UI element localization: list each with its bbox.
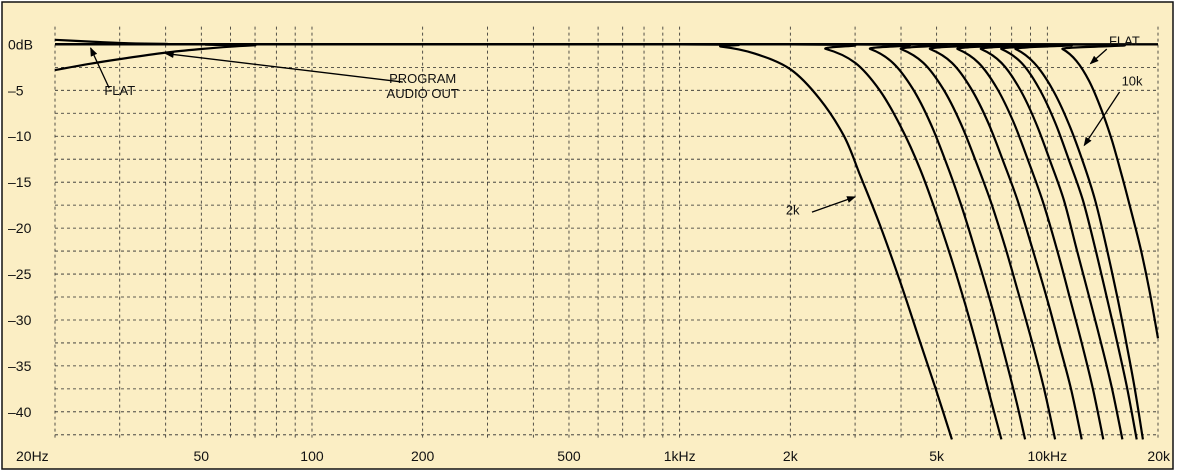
- y-tick-label: –15: [8, 174, 32, 190]
- annotation-program: PROGRAM AUDIO OUT: [387, 71, 459, 101]
- y-tick-label: 0dB: [8, 36, 33, 52]
- x-tick-label: 1kHz: [664, 448, 696, 464]
- y-tick-label-bg: [6, 81, 36, 99]
- annotations: FLAT PROGRAM AUDIO OUT FLAT 10k 2k: [90, 33, 1143, 217]
- x-tick-label: 20Hz: [16, 448, 49, 464]
- y-tick-label: –20: [8, 220, 32, 236]
- y-tick-label-bg: [6, 127, 46, 145]
- y-tick-label: –25: [8, 266, 32, 282]
- annotation-flat-high: FLAT: [1109, 33, 1140, 48]
- x-tick-label: 5k: [929, 448, 945, 464]
- annotation-arrow-10k: [1083, 91, 1121, 147]
- x-tick-label: 10kHz: [1027, 448, 1067, 464]
- y-tick-label-bg: [6, 265, 46, 283]
- x-axis-ticks: 20Hz 50 100 200 500 1kHz 2k 5k 10kHz 20k: [16, 448, 1171, 464]
- x-tick-label: 20k: [1147, 448, 1171, 464]
- y-tick-label-bg: [6, 219, 46, 237]
- annotation-arrow-flat-high: [1089, 48, 1108, 65]
- x-tick-label: 200: [411, 448, 435, 464]
- annotation-flat-low: FLAT: [104, 83, 135, 98]
- annotation-arrow-2k: [811, 196, 857, 213]
- x-tick-label: 2k: [783, 448, 799, 464]
- y-tick-label: –5: [8, 82, 24, 98]
- grid-lines: [54, 26, 1159, 439]
- response-curves: [54, 38, 1160, 440]
- y-axis-ticks: 0dB –5 –10 –15 –20 –25 –30 –35 –40: [6, 35, 46, 420]
- series-line-12: [54, 42, 1160, 339]
- y-tick-label: –30: [8, 312, 32, 328]
- y-tick-label-bg: [6, 310, 46, 328]
- x-tick-label: 100: [300, 448, 324, 464]
- x-tick-label: 50: [194, 448, 210, 464]
- annotation-2k: 2k: [786, 202, 800, 217]
- y-tick-label: –35: [8, 358, 32, 374]
- annotation-arrow-flat-low: [90, 47, 110, 89]
- y-tick-label-bg: [6, 173, 46, 191]
- y-tick-label: –40: [8, 404, 32, 420]
- x-tick-label: 500: [557, 448, 581, 464]
- y-tick-label-bg: [6, 356, 46, 374]
- annotation-arrow-program: [164, 51, 403, 83]
- y-tick-label: –10: [8, 128, 32, 144]
- y-tick-label-bg: [6, 35, 46, 53]
- annotation-10k: 10k: [1122, 74, 1143, 89]
- y-tick-label-bg: [6, 402, 46, 420]
